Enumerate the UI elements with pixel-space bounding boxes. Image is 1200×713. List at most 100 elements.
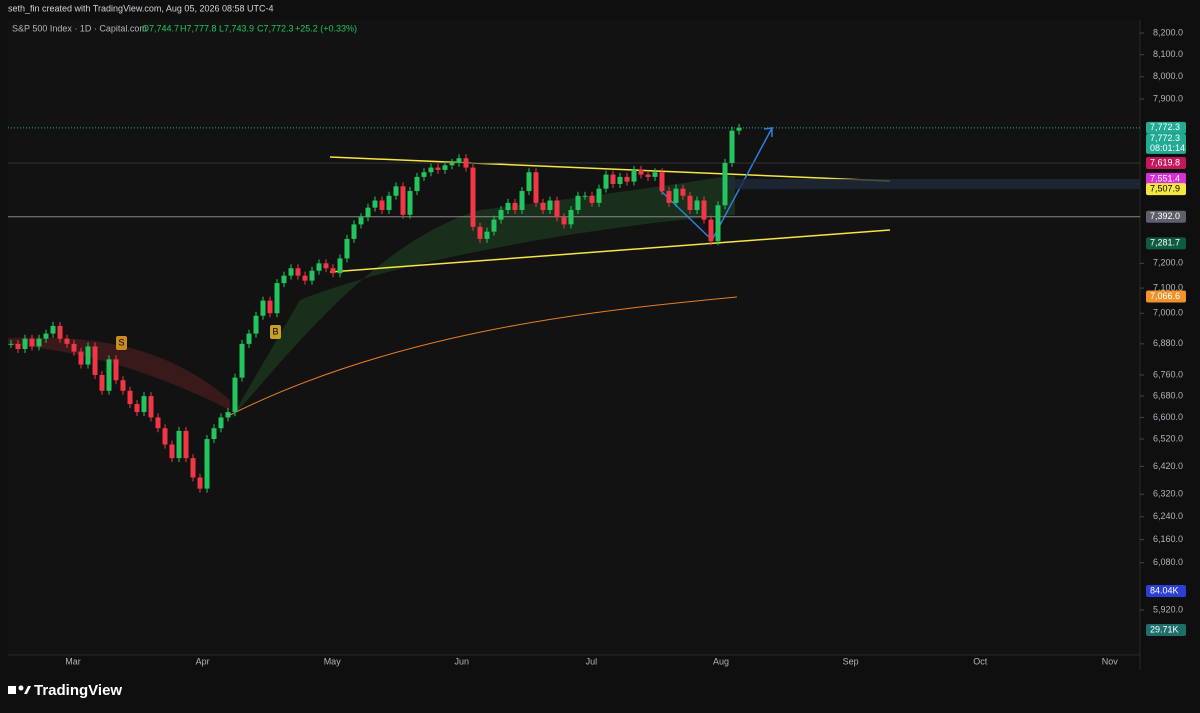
candle — [470, 167, 476, 227]
candle — [442, 165, 448, 170]
candle — [435, 167, 441, 170]
candle — [246, 333, 252, 344]
candle — [253, 315, 259, 334]
price-tick-label: 6,080.0 — [1153, 557, 1183, 567]
candle — [78, 351, 84, 365]
candle — [190, 458, 196, 478]
candle — [617, 176, 623, 184]
candle — [29, 338, 35, 347]
ohlc-low: L7,743.9 — [219, 23, 254, 33]
countdown-price: 7,772.3 — [1150, 133, 1180, 143]
candle — [8, 343, 14, 345]
candle — [316, 263, 322, 271]
price-tag-label: 7,619.8 — [1150, 157, 1180, 167]
candle — [274, 283, 280, 314]
credit: seth_fin created with TradingView.com, A… — [8, 3, 274, 13]
ohlc-high: H7,777.8 — [180, 23, 217, 33]
candle — [127, 390, 133, 405]
price-tag-label: 7,392.0 — [1150, 211, 1180, 221]
candle — [414, 176, 420, 192]
candle — [351, 224, 357, 239]
time-tick-label: Nov — [1102, 656, 1119, 666]
candle — [666, 191, 672, 203]
candle — [162, 428, 168, 445]
candle — [365, 207, 371, 218]
candle — [176, 430, 182, 459]
candle — [358, 217, 364, 225]
candle — [92, 346, 98, 376]
candle — [456, 158, 462, 163]
candle — [645, 174, 651, 177]
candle — [211, 428, 217, 440]
price-tick-label: 6,420.0 — [1153, 461, 1183, 471]
candle — [498, 210, 504, 220]
candle — [687, 195, 693, 211]
time-tick-label: Apr — [196, 656, 210, 666]
price-tick-label: 6,680.0 — [1153, 390, 1183, 400]
candle — [610, 174, 616, 184]
candle — [575, 195, 581, 211]
price-tag-label: 7,507.9 — [1150, 184, 1180, 194]
price-tick-label: 7,200.0 — [1153, 258, 1183, 268]
price-tag — [1146, 290, 1186, 303]
candle — [715, 205, 721, 242]
price-tag — [1146, 183, 1186, 196]
candle — [232, 377, 238, 413]
price-tag — [1146, 210, 1186, 223]
brand-name: TradingView — [34, 682, 122, 699]
candle — [505, 202, 511, 211]
candle — [323, 263, 329, 269]
price-tick-label: 6,520.0 — [1153, 433, 1183, 443]
candle — [400, 186, 406, 215]
candle — [491, 219, 497, 232]
time-tick-label: Jul — [586, 656, 598, 666]
price-tick-label: 6,600.0 — [1153, 412, 1183, 422]
candle — [568, 210, 574, 225]
candle — [302, 275, 308, 281]
candle — [428, 167, 434, 173]
badge-buy: B — [270, 325, 281, 339]
candle — [337, 258, 343, 274]
candle — [624, 176, 630, 182]
chart-pane — [8, 20, 1140, 655]
candle — [463, 158, 469, 168]
volume-tag — [1146, 624, 1186, 636]
ohlc-close: C7,772.3 — [257, 23, 294, 33]
symbol: S&P 500 Index · 1D · Capital.com — [12, 23, 147, 33]
price-tick-label: 6,160.0 — [1153, 534, 1183, 544]
candle — [652, 172, 658, 177]
candle — [239, 343, 245, 378]
volume-tag-label: 29.71K — [1150, 624, 1179, 634]
candle — [330, 268, 336, 274]
candle — [484, 231, 490, 239]
moving-average-200 — [229, 296, 738, 416]
price-tick-label: 6,760.0 — [1153, 369, 1183, 379]
candle — [288, 268, 294, 276]
time-tick-label: Sep — [843, 656, 859, 666]
time-tick-label: Oct — [973, 656, 988, 666]
price-tag — [1146, 156, 1186, 169]
candle — [295, 268, 301, 276]
candle — [379, 200, 385, 211]
candle — [694, 200, 700, 211]
candle — [134, 404, 140, 413]
price-tick-label: 8,000.0 — [1153, 71, 1183, 81]
candle — [148, 396, 154, 418]
candle — [708, 219, 714, 242]
candle — [169, 444, 175, 459]
trendline-upper — [329, 156, 891, 182]
candle — [260, 300, 266, 316]
candle — [197, 477, 203, 489]
candle — [64, 338, 70, 344]
candle — [519, 191, 525, 211]
candle — [344, 238, 350, 259]
candle — [659, 172, 665, 192]
drawings — [8, 127, 1140, 420]
candle — [372, 200, 378, 208]
badge-label: B — [272, 326, 278, 336]
candle — [43, 333, 49, 339]
volume-tag — [1146, 585, 1186, 597]
time-tick-label: Aug — [713, 656, 729, 666]
price-tick-label: 6,880.0 — [1153, 338, 1183, 348]
candle — [421, 172, 427, 177]
